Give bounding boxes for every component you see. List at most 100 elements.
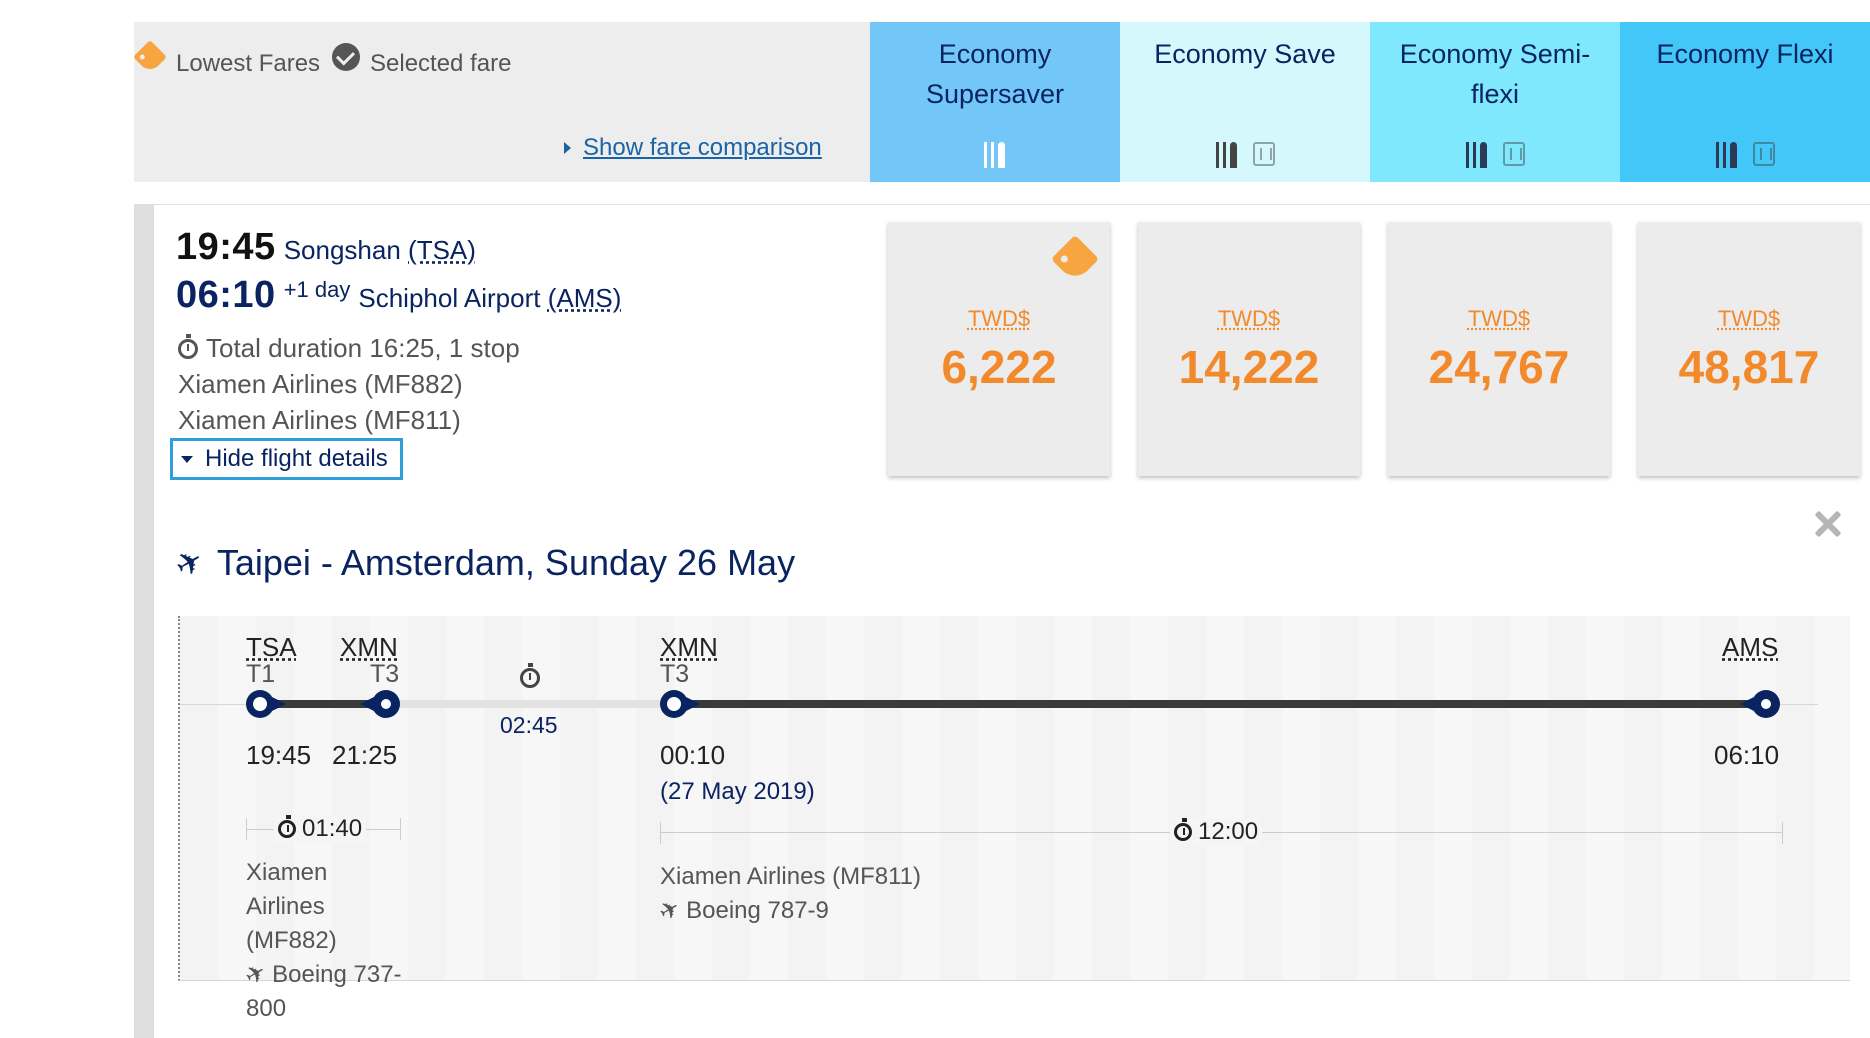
meal-icon bbox=[1465, 142, 1489, 168]
segment-1-airline-line2: Airlines bbox=[246, 893, 325, 920]
price-card-economy-semi-flexi[interactable]: TWD$ 24,767 bbox=[1388, 222, 1610, 476]
show-fare-comparison[interactable]: Show fare comparison bbox=[564, 134, 822, 162]
segment-2-duration: 12:00 bbox=[1170, 818, 1263, 846]
seat-icon bbox=[1753, 142, 1775, 166]
arrival-airport: Schiphol Airport (AMS) bbox=[358, 283, 621, 314]
fare-icons bbox=[1370, 142, 1620, 168]
segment-2-info: Xiamen Airlines (MF811) ✈Boeing 787-9 bbox=[654, 860, 921, 928]
pin-hole bbox=[667, 697, 681, 711]
carrier-1-text: Xiamen Airlines (MF882) bbox=[178, 369, 463, 399]
segment-1-from-terminal: T1 bbox=[246, 660, 276, 688]
price-currency: TWD$ bbox=[1467, 306, 1531, 331]
duration-tick bbox=[660, 822, 661, 844]
close-details-icon[interactable] bbox=[1812, 508, 1844, 540]
flight-timeline-panel bbox=[178, 616, 1850, 981]
segment-1-departure-pin bbox=[246, 690, 286, 718]
segment-2-departure-pin bbox=[660, 690, 700, 718]
segment-2-arrival-pin bbox=[1740, 690, 1780, 718]
segment-2-from-terminal: T3 bbox=[660, 660, 690, 688]
departure-airport-code: (TSA) bbox=[408, 235, 476, 265]
segment-2-airline: Xiamen Airlines (MF811) bbox=[660, 863, 921, 890]
meal-icon bbox=[983, 142, 1007, 168]
carrier-2-text: Xiamen Airlines (MF811) bbox=[178, 405, 461, 435]
stopwatch-icon bbox=[278, 815, 296, 838]
caret-right-icon bbox=[564, 142, 571, 154]
segment-1-arrival-pin bbox=[360, 690, 400, 718]
flight-result-row bbox=[134, 204, 1870, 1038]
fare-icons bbox=[1120, 142, 1370, 168]
price-amount: 48,817 bbox=[1678, 341, 1820, 393]
legend-selected-label: Selected fare bbox=[370, 50, 512, 77]
price-amount: 6,222 bbox=[941, 341, 1057, 393]
segment-2-aircraft: ✈Boeing 787-9 bbox=[654, 894, 921, 928]
price-card-economy-save[interactable]: TWD$ 14,222 bbox=[1138, 222, 1360, 476]
segment-1-duration: 01:40 bbox=[274, 815, 367, 843]
seat-icon bbox=[1503, 142, 1525, 166]
segment-1-aircraft-line2: 800 bbox=[246, 995, 287, 1022]
segment-1-duration-text: 01:40 bbox=[302, 815, 363, 842]
segment-2-to-code: AMS bbox=[1722, 632, 1779, 662]
segment-1-bar bbox=[262, 700, 384, 708]
seat-icon bbox=[1253, 142, 1275, 166]
segment-2-departure-date: (27 May 2019) bbox=[660, 778, 815, 805]
fare-icons bbox=[1620, 142, 1870, 168]
price-card-economy-flexi[interactable]: TWD$ 48,817 bbox=[1638, 222, 1860, 476]
stopwatch-icon bbox=[178, 333, 198, 359]
route-title-text: Taipei - Amsterdam, Sunday 26 May bbox=[216, 542, 796, 583]
layover-bar bbox=[398, 700, 660, 708]
meal-icon bbox=[1215, 142, 1239, 168]
fare-column-economy-flexi[interactable]: Economy Flexi bbox=[1620, 22, 1870, 182]
fare-icons bbox=[870, 142, 1120, 168]
fare-name: Economy Supersaver bbox=[925, 39, 1065, 109]
segment-1-airline-line1: Xiamen bbox=[246, 859, 328, 886]
departure-airport-name: Songshan bbox=[283, 235, 401, 265]
segment-1-to-code: XMN bbox=[340, 632, 398, 662]
segment-2-from-code: XMN bbox=[660, 632, 718, 662]
price-currency: TWD$ bbox=[967, 306, 1031, 331]
check-circle-icon bbox=[332, 43, 360, 71]
hide-flight-details-label: Hide flight details bbox=[205, 445, 388, 472]
fare-column-economy-save[interactable]: Economy Save bbox=[1120, 22, 1370, 182]
duration-tick bbox=[400, 818, 401, 840]
departure-time: 19:45 bbox=[176, 226, 276, 268]
price-card-economy-supersaver[interactable]: TWD$ 6,222 bbox=[888, 222, 1110, 476]
fare-column-economy-supersaver[interactable]: Economy Supersaver bbox=[870, 22, 1120, 182]
meal-icon bbox=[1715, 142, 1739, 168]
show-fare-comparison-link[interactable]: Show fare comparison bbox=[583, 134, 822, 161]
fare-legend-header: Lowest Fares Selected fare Show fare com… bbox=[133, 22, 870, 182]
segment-1-info: Xiamen Airlines (MF882) ✈Boeing 737- 800 bbox=[240, 856, 401, 1026]
segment-1-departure-time: 19:45 bbox=[246, 740, 312, 770]
layover-stopwatch-icon bbox=[520, 663, 540, 688]
price-currency: TWD$ bbox=[1217, 306, 1281, 331]
hide-flight-details-button[interactable]: Hide flight details bbox=[170, 438, 403, 480]
price-currency: TWD$ bbox=[1717, 306, 1781, 331]
selected-row-indicator bbox=[134, 204, 154, 1038]
route-title: ✈ Taipei - Amsterdam, Sunday 26 May bbox=[169, 541, 796, 586]
departure-airport: Songshan (TSA) bbox=[284, 235, 476, 266]
segment-1-to-terminal: T3 bbox=[370, 660, 400, 688]
segment-1-from-code: TSA bbox=[246, 632, 297, 662]
pin-hole bbox=[1761, 699, 1771, 709]
carrier-1: Xiamen Airlines (MF882) bbox=[178, 369, 463, 400]
fare-name: Economy Semi-flexi bbox=[1399, 39, 1591, 109]
segment-2-aircraft-text: Boeing 787-9 bbox=[686, 897, 829, 924]
legend-lowest-fares: Lowest Fares bbox=[133, 40, 320, 78]
segment-2-departure-time: 00:10 bbox=[660, 740, 726, 770]
arrival-time: 06:10 bbox=[176, 274, 276, 316]
segment-2-duration-text: 12:00 bbox=[1198, 818, 1259, 845]
duration-tick bbox=[1782, 822, 1783, 844]
segment-1-aircraft: ✈Boeing 737- bbox=[240, 958, 401, 992]
pin-hole bbox=[253, 697, 267, 711]
segment-2-arrival-time: 06:10 bbox=[1714, 740, 1780, 770]
arrival-line: 06:10 +1 day Schiphol Airport (AMS) bbox=[176, 274, 621, 317]
segment-1-airline-line3: (MF882) bbox=[246, 927, 337, 954]
departure-line: 19:45 Songshan (TSA) bbox=[176, 226, 476, 269]
arrival-airport-code: (AMS) bbox=[547, 283, 622, 313]
fare-column-economy-semi-flexi[interactable]: Economy Semi-flexi bbox=[1370, 22, 1620, 182]
carrier-2: Xiamen Airlines (MF811) bbox=[178, 405, 461, 436]
stopwatch-icon bbox=[1174, 818, 1192, 841]
price-amount: 14,222 bbox=[1178, 341, 1320, 393]
arrival-day-offset: +1 day bbox=[283, 277, 351, 302]
fare-name: Economy Flexi bbox=[1656, 39, 1834, 69]
